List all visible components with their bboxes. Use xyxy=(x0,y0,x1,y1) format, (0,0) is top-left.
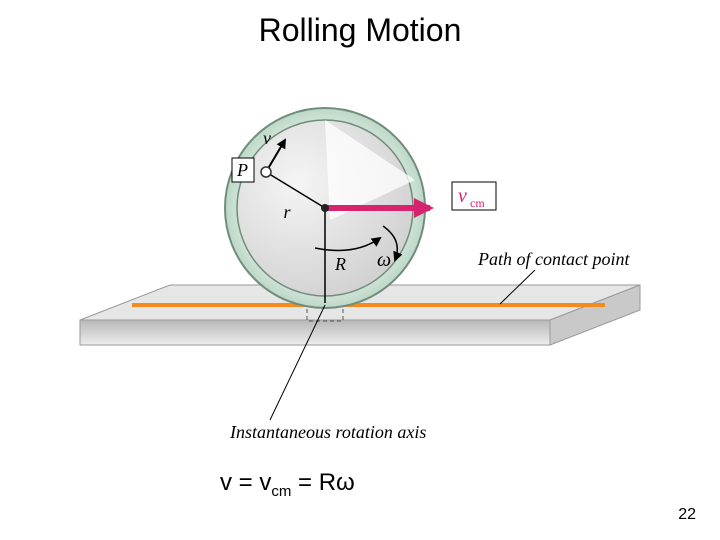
svg-text:ω: ω xyxy=(377,249,391,271)
eq-sub: cm xyxy=(271,483,291,500)
rolling-motion-diagram: rRωvcmvPPath of contact pointInstantaneo… xyxy=(70,60,650,450)
svg-text:v: v xyxy=(263,128,271,148)
eq-part-1: v = v xyxy=(220,469,271,496)
svg-text:Instantaneous rotation axis: Instantaneous rotation axis xyxy=(229,422,426,442)
eq-omega: ω xyxy=(336,469,355,496)
page-title: Rolling Motion xyxy=(0,12,720,49)
svg-text:r: r xyxy=(284,202,292,222)
equation: v = vcm = Rω xyxy=(220,469,355,500)
eq-part-2: = R xyxy=(291,469,336,496)
svg-text:v: v xyxy=(458,185,467,207)
svg-text:Path of contact point: Path of contact point xyxy=(477,249,630,269)
page-number: 22 xyxy=(678,506,696,524)
diagram-container: rRωvcmvPPath of contact pointInstantaneo… xyxy=(70,60,650,455)
page-number-text: 22 xyxy=(678,506,696,523)
svg-text:P: P xyxy=(236,160,248,180)
svg-text:R: R xyxy=(334,254,346,274)
svg-text:cm: cm xyxy=(470,196,485,210)
title-text: Rolling Motion xyxy=(259,12,462,48)
